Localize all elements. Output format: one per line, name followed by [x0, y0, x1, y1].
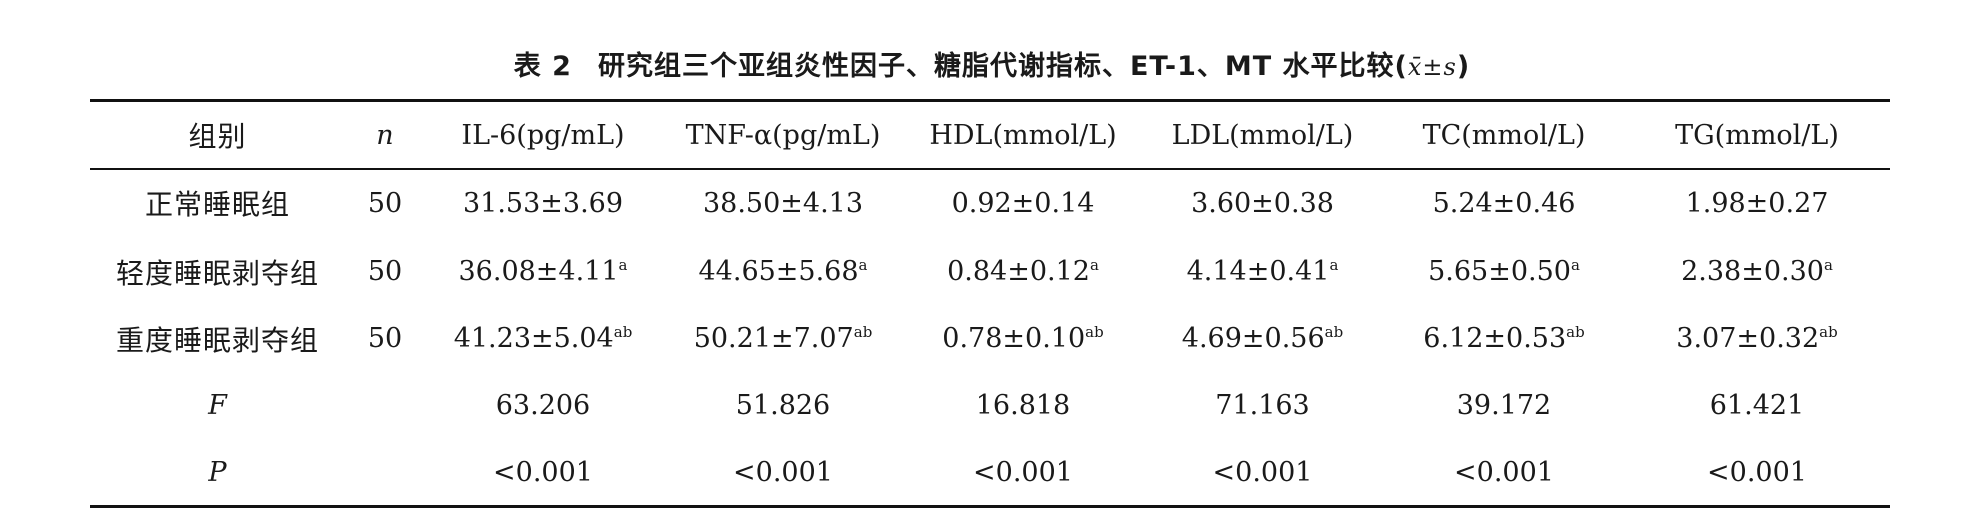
value-cell: 36.08±4.11a	[458, 256, 628, 287]
stat-value: <0.001	[733, 457, 833, 488]
stat-row-f: F 63.206 51.826 16.818 71.163 39.172 61.…	[90, 372, 1890, 439]
value-cell: 41.23±5.04ab	[453, 323, 633, 354]
stat-label: F	[208, 390, 227, 421]
value-cell: 1.98±0.27	[1685, 187, 1829, 219]
value-cell: 3.07±0.32ab	[1676, 323, 1838, 354]
bottom-rule	[90, 505, 1890, 508]
value-cell: 44.65±5.68a	[698, 256, 868, 287]
table-row: 轻度睡眠剥夺组 50 36.08±4.11a 44.65±5.68a 0.84±…	[90, 238, 1890, 305]
empty-cell	[345, 439, 425, 506]
n-cell: 50	[367, 187, 403, 219]
header-group: 组别	[188, 120, 247, 153]
value-cell: 0.84±0.12a	[947, 256, 1099, 287]
header-rule	[90, 168, 1890, 170]
group-cell: 轻度睡眠剥夺组	[115, 256, 319, 290]
stat-value: <0.001	[493, 457, 593, 488]
header-hdl: HDL(mmol/L)	[929, 119, 1117, 151]
caption-stat: x̄±s	[1407, 53, 1457, 81]
data-table: 组别 n IL-6(pg/mL) TNF-α(pg/mL) HDL(mmol/L…	[90, 102, 1890, 506]
n-cell: 50	[367, 256, 403, 287]
stat-value: 39.172	[1456, 390, 1552, 421]
value-cell: 38.50±4.13	[702, 187, 864, 219]
value-cell: 5.65±0.50a	[1428, 256, 1580, 287]
value-cell: 0.92±0.14	[951, 187, 1095, 219]
caption-close: )	[1456, 51, 1471, 82]
value-cell: 0.78±0.10ab	[942, 323, 1104, 354]
stat-value: 61.421	[1709, 390, 1805, 421]
top-rule	[90, 99, 1890, 102]
stat-row-p: P <0.001 <0.001 <0.001 <0.001 <0.001 <0.…	[90, 439, 1890, 506]
empty-cell	[345, 372, 425, 439]
header-tc: TC(mmol/L)	[1422, 119, 1586, 151]
value-cell: 3.60±0.38	[1191, 187, 1334, 219]
value-cell: 2.38±0.30a	[1681, 256, 1833, 287]
header-row: 组别 n IL-6(pg/mL) TNF-α(pg/mL) HDL(mmol/L…	[90, 102, 1890, 168]
caption-number: 表 2	[513, 51, 572, 82]
value-cell: 4.14±0.41a	[1186, 256, 1339, 287]
header-il6: IL-6(pg/mL)	[461, 119, 625, 151]
value-cell: 50.21±7.07ab	[693, 323, 873, 354]
value-cell: 4.69±0.56ab	[1181, 323, 1344, 354]
stat-value: <0.001	[1454, 457, 1554, 488]
value-cell: 5.24±0.46	[1432, 187, 1576, 219]
header-ldl: LDL(mmol/L)	[1171, 119, 1354, 151]
stat-value: 16.818	[975, 390, 1071, 421]
stat-value: 51.826	[735, 390, 831, 421]
header-tnf: TNF-α(pg/mL)	[685, 119, 881, 151]
header-tg: TG(mmol/L)	[1675, 119, 1839, 151]
value-cell: 6.12±0.53ab	[1423, 323, 1585, 354]
table-row: 正常睡眠组 50 31.53±3.69 38.50±4.13 0.92±0.14…	[90, 168, 1890, 238]
stat-value: <0.001	[1707, 457, 1807, 488]
table-row: 重度睡眠剥夺组 50 41.23±5.04ab 50.21±7.07ab 0.7…	[90, 305, 1890, 372]
stat-value: 71.163	[1215, 390, 1310, 421]
group-cell: 重度睡眠剥夺组	[115, 323, 319, 357]
value-cell: 31.53±3.69	[462, 187, 624, 219]
n-cell: 50	[367, 323, 403, 354]
stat-value: <0.001	[973, 457, 1073, 488]
stat-label: P	[208, 457, 227, 488]
table-caption: 表 2 研究组三个亚组炎性因子、糖脂代谢指标、ET-1、MT 水平比较(x̄±s)	[0, 44, 1984, 83]
caption-title: 研究组三个亚组炎性因子、糖脂代谢指标、ET-1、MT 水平比较(	[597, 51, 1408, 82]
header-n: n	[376, 119, 394, 151]
stat-value: <0.001	[1212, 457, 1313, 488]
stat-value: 63.206	[495, 390, 591, 421]
group-cell: 正常睡眠组	[144, 188, 290, 221]
